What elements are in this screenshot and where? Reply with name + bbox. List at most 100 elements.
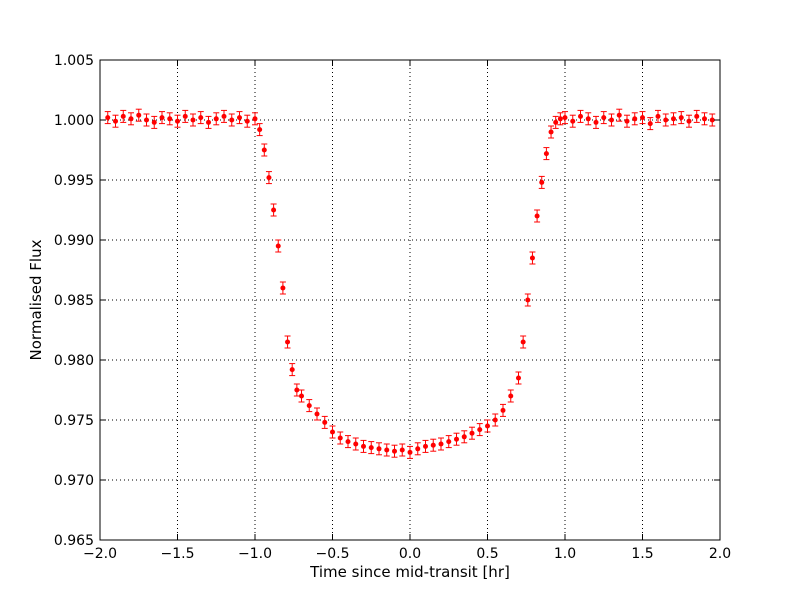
data-point: [266, 175, 272, 181]
data-point: [361, 443, 366, 449]
data-point: [330, 429, 335, 435]
x-tick-label: −2.0: [83, 546, 117, 562]
data-point: [578, 113, 583, 119]
data-point: [492, 417, 498, 423]
data-point: [257, 127, 263, 133]
data-point: [562, 115, 568, 121]
data-point: [415, 446, 421, 452]
data-point: [702, 116, 707, 122]
y-tick-label: 0.985: [54, 293, 94, 309]
data-point: [237, 115, 242, 121]
data-point: [368, 445, 374, 451]
data-point: [553, 119, 559, 125]
x-tick-label: 2.0: [709, 546, 731, 562]
data-point: [113, 118, 118, 124]
data-point: [182, 113, 188, 119]
data-point: [529, 255, 535, 261]
y-tick-label: 0.975: [54, 413, 94, 429]
data-point: [508, 393, 514, 399]
data-point: [221, 113, 227, 119]
data-point: [280, 285, 286, 291]
data-point: [624, 118, 630, 124]
data-point: [271, 207, 277, 213]
data-point: [285, 339, 291, 345]
data-point: [120, 113, 126, 119]
data-point: [128, 116, 134, 122]
x-tick-label: 1.0: [554, 546, 576, 562]
data-point: [543, 151, 549, 157]
x-tick-label: 0.5: [476, 546, 498, 562]
data-point: [384, 447, 390, 453]
data-point: [430, 442, 436, 448]
y-tick-label: 0.995: [54, 173, 94, 189]
data-point: [229, 117, 235, 123]
data-point: [609, 117, 614, 123]
y-axis-label: Normalised Flux: [27, 239, 45, 360]
x-tick-label: 0.0: [399, 546, 421, 562]
data-point: [647, 121, 653, 127]
data-point: [534, 213, 540, 219]
data-point: [671, 116, 676, 122]
data-point: [663, 117, 669, 123]
x-tick-label: 1.5: [631, 546, 653, 562]
data-point: [322, 419, 328, 425]
data-point: [500, 407, 506, 413]
data-point: [198, 115, 204, 121]
data-point: [469, 430, 475, 436]
data-point: [423, 443, 428, 449]
data-point: [353, 441, 359, 447]
x-axis-label: Time since mid-transit [hr]: [309, 563, 510, 581]
data-point: [520, 339, 526, 345]
data-point: [548, 129, 554, 135]
data-point: [299, 393, 304, 399]
data-point: [261, 147, 267, 153]
y-tick-label: 0.990: [54, 233, 94, 249]
data-point: [144, 117, 149, 123]
data-points: [105, 112, 715, 455]
y-tick-label: 0.965: [54, 533, 94, 549]
data-point: [407, 449, 413, 455]
grid-lines: [100, 60, 720, 540]
data-point: [632, 116, 638, 122]
data-point: [213, 116, 219, 122]
data-point: [539, 179, 545, 185]
data-point: [244, 118, 250, 124]
data-point: [686, 118, 692, 124]
data-point: [570, 118, 576, 124]
data-point: [438, 441, 444, 447]
data-point: [289, 367, 295, 373]
data-point: [557, 116, 563, 122]
data-point: [709, 117, 715, 123]
data-point: [655, 113, 661, 119]
data-point: [601, 115, 607, 121]
data-point: [175, 118, 180, 124]
data-point: [694, 113, 700, 119]
x-tick-label: −1.5: [161, 546, 195, 562]
data-point: [446, 439, 452, 445]
data-point: [306, 403, 312, 409]
data-point: [275, 243, 281, 249]
data-point: [525, 297, 531, 303]
data-point: [678, 115, 684, 121]
data-point: [337, 435, 343, 441]
x-tick-label: −1.0: [238, 546, 272, 562]
x-tick-label: −0.5: [316, 546, 350, 562]
y-tick-label: 1.000: [54, 113, 94, 129]
data-point: [376, 446, 382, 452]
data-point: [616, 112, 622, 118]
data-point: [136, 112, 142, 118]
data-point: [105, 115, 111, 121]
data-point: [294, 387, 300, 393]
data-point: [345, 439, 351, 445]
data-point: [593, 119, 599, 125]
data-point: [159, 115, 165, 121]
x-axis-ticks: −2.0 −1.5 −1.0 −0.5 0.0 0.5 1.0 1.5 2.0: [83, 60, 731, 562]
data-point: [454, 436, 459, 442]
data-point: [206, 119, 211, 125]
data-point: [314, 411, 320, 417]
y-tick-label: 0.980: [54, 353, 94, 369]
data-point: [167, 116, 173, 122]
y-tick-label: 0.970: [54, 473, 94, 489]
data-point: [516, 375, 521, 381]
